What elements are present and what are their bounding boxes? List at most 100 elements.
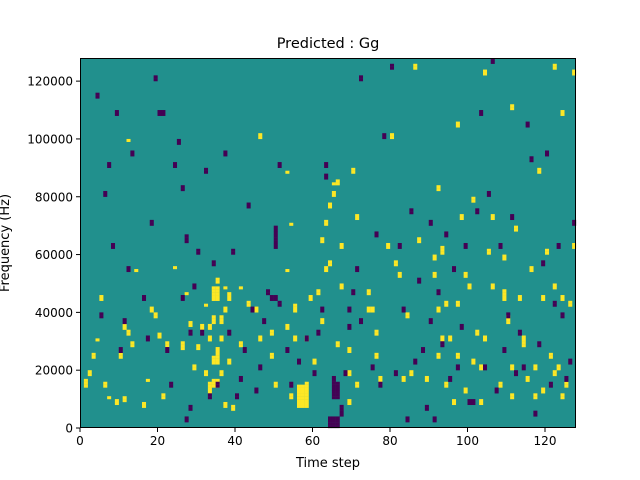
heatmap-cell-low [467,401,472,406]
heatmap-cell-high [374,332,379,336]
heatmap-cell-high [161,393,166,397]
heatmap-cell-high [378,375,383,380]
heatmap-cell-high [211,384,216,388]
heatmap-cell-high [537,167,542,171]
heatmap-cell-low [188,407,193,411]
heatmap-cell-high [211,289,216,293]
heatmap-cell-high [196,344,201,348]
heatmap-cell-low [188,404,193,408]
heatmap-cell-high [452,399,457,403]
heatmap-cell-low [324,164,329,168]
heatmap-cell-high [103,384,108,388]
heatmap-cell-high [331,182,336,186]
heatmap-cell-high [219,318,224,322]
heatmap-cell-high [455,352,460,356]
heatmap-cell-low [533,413,538,417]
heatmap-cell-low [277,164,282,168]
heatmap-cell-high [335,344,340,348]
heatmap-cell-high [479,401,484,406]
heatmap-cell-high [91,355,96,359]
heatmap-cell-high [444,303,449,307]
heatmap-cell-high [467,283,472,287]
heatmap-cell-low [374,234,379,238]
plot-frame [80,58,576,428]
heatmap-cell-high [510,107,515,111]
heatmap-cell-high [207,387,212,391]
heatmap-cell-low [335,422,340,426]
heatmap-cell-high [118,352,123,356]
heatmap-cell-low [320,309,325,313]
heatmap-cell-low [273,245,278,249]
heatmap-cell-low [312,373,317,377]
heatmap-cell-low [537,341,542,345]
heatmap-cell-low [331,390,336,394]
heatmap-cell-high [258,335,263,339]
heatmap-cell-high [517,295,522,299]
heatmap-cell-low [452,266,457,270]
heatmap-cell-high [347,399,352,403]
heatmap-cell-low [556,243,561,247]
heatmap-cell-low [521,367,526,371]
heatmap-cell-low [99,312,104,316]
heatmap-cell-high [548,352,553,356]
heatmap-cell-high [483,335,488,339]
heatmap-cell-low [192,286,197,290]
heatmap-cell-high [502,297,507,301]
heatmap-cell-low [370,367,375,371]
heatmap-cell-low [242,347,247,351]
heatmap-cell-high [269,352,274,356]
heatmap-cell-high [211,358,216,362]
heatmap-cell-high [556,364,561,368]
heatmap-cell-high [258,136,263,140]
heatmap-cell-high [324,269,329,273]
heatmap-cell-high [541,387,546,391]
heatmap-cell-low [273,231,278,235]
heatmap-cell-high [471,358,476,362]
heatmap-cell-high [436,309,441,313]
heatmap-cell-low [331,375,336,380]
heatmap-cell-high [471,199,476,203]
heatmap-cell-high [211,321,216,325]
heatmap-cell-low [525,124,530,128]
heatmap-cell-low [397,245,402,249]
heatmap-cell-high [533,367,538,371]
heatmap-cell-low [184,240,189,244]
heatmap-cell-high [308,295,313,299]
heatmap-cell-high [223,306,228,310]
heatmap-cell-high [436,188,441,192]
heatmap-cell-low [331,396,336,400]
heatmap-cell-high [142,401,147,406]
heatmap-cell-low [545,150,550,154]
heatmap-cell-low [428,321,433,325]
heatmap-cell-high [448,335,453,339]
heatmap-cell-high [297,396,302,400]
heatmap-cell-high [324,222,329,226]
heatmap-cell-low [192,283,197,287]
heatmap-cell-low [95,92,100,96]
heatmap-cell-high [405,312,410,316]
heatmap-cell-low [184,419,189,423]
heatmap-cell-high [572,245,577,249]
heatmap-cell-low [238,378,243,382]
heatmap-cell-low [335,425,340,429]
heatmap-cell-low [142,297,147,301]
heatmap-cell-high [285,326,290,330]
heatmap-cell-high [405,315,410,319]
heatmap-cell-high [204,370,209,374]
heatmap-cell-high [211,378,216,382]
heatmap-cell-low [421,349,426,353]
heatmap-cell-high [122,399,127,403]
heatmap-cell-high [211,355,216,359]
heatmap-cell-high [463,271,468,275]
heatmap-cell-high [269,332,274,336]
heatmap-cell-high [95,338,100,342]
heatmap-cell-low [316,332,321,336]
heatmap-cell-high [211,286,216,290]
heatmap-cell-low [347,306,352,310]
heatmap-cell-low [157,110,162,114]
heatmap-cell-low [246,205,251,209]
heatmap-cell-high [347,373,352,377]
heatmap-cell-high [413,66,418,70]
heatmap-cell-high [219,321,224,325]
heatmap-cell-low [552,300,557,304]
